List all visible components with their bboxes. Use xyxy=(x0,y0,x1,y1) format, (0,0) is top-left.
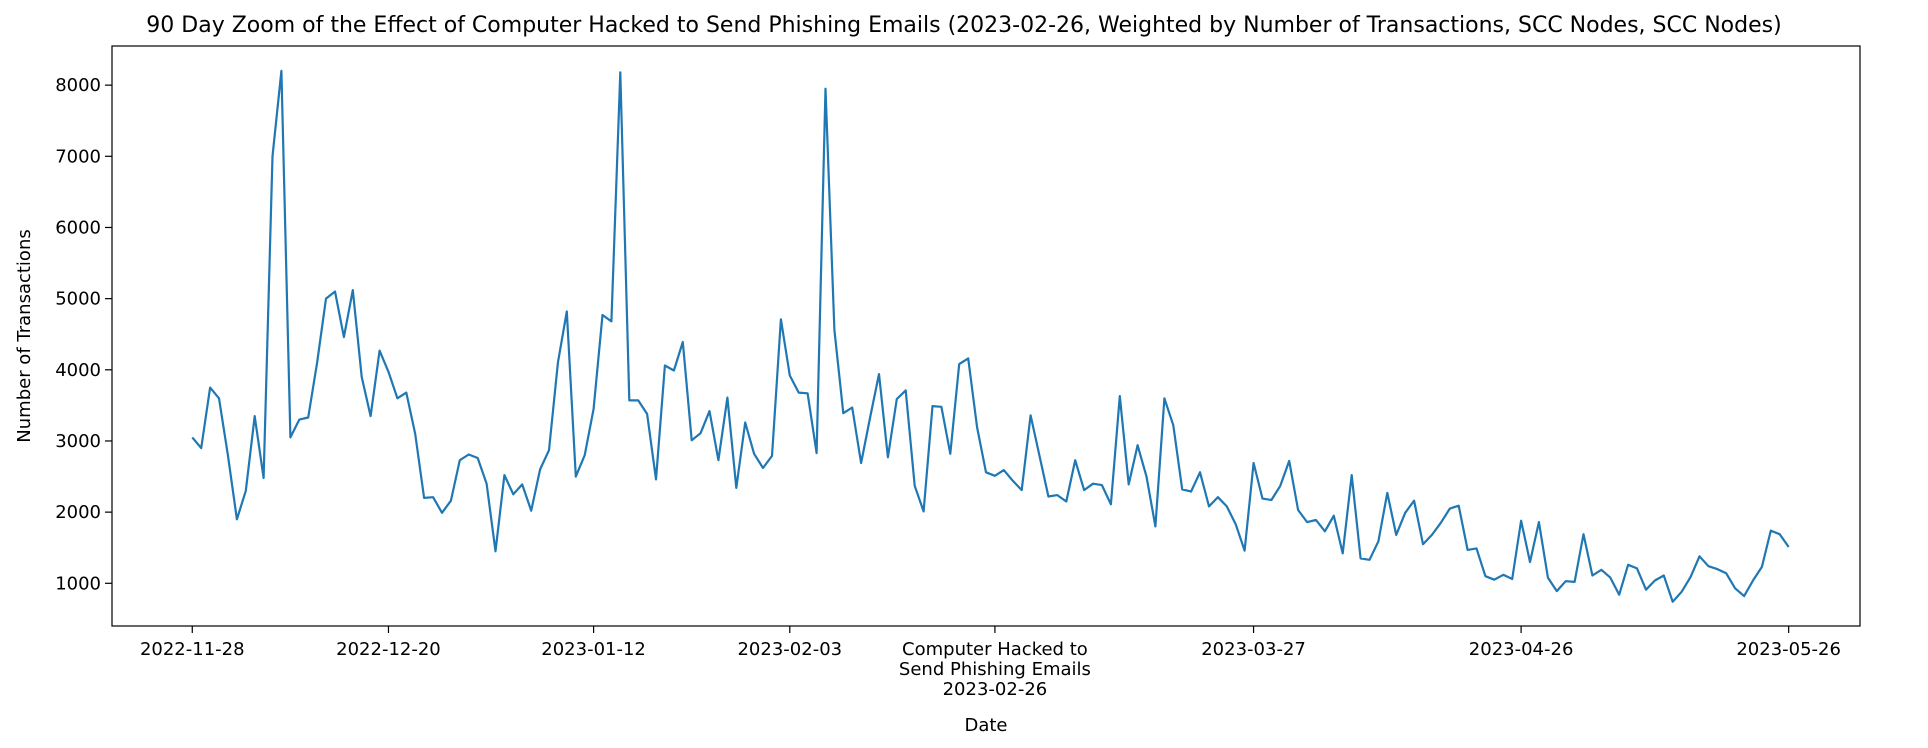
plot-area xyxy=(191,69,1790,603)
x-axis-label: Date xyxy=(964,715,1007,736)
y-tick-label: 3000 xyxy=(55,431,101,452)
series-line-0 xyxy=(191,69,1790,603)
y-tick-label: 1000 xyxy=(55,573,101,594)
y-tick-label: 4000 xyxy=(55,360,101,381)
y-tick-label: 8000 xyxy=(55,75,101,96)
x-tick-label: 2023-02-03 xyxy=(737,639,842,660)
event-tick-label: 2023-02-26 xyxy=(943,679,1048,700)
x-tick-label: 2023-05-26 xyxy=(1736,639,1841,660)
y-axis: 1000 2000 3000 4000 5000 6000 7000 8000 xyxy=(55,75,112,594)
x-tick-label: 2023-01-12 xyxy=(541,639,646,660)
x-tick-label: 2023-04-26 xyxy=(1469,639,1574,660)
plot-frame xyxy=(111,45,1861,627)
x-tick-label: 2022-12-20 xyxy=(336,639,441,660)
x-axis: 2022-11-28 2022-12-20 2023-01-12 2023-02-03… xyxy=(140,626,1841,700)
event-tick-label: Send Phishing Emails xyxy=(899,659,1091,680)
x-tick-label: 2022-11-28 xyxy=(140,639,245,660)
event-tick-label: Computer Hacked to xyxy=(902,639,1088,660)
chart-title: 90 Day Zoom of the Effect of Computer Ha… xyxy=(146,13,1781,38)
y-tick-label: 6000 xyxy=(55,217,101,238)
y-tick-label: 5000 xyxy=(55,289,101,310)
y-tick-label: 7000 xyxy=(55,146,101,167)
y-axis-label: Number of Transactions xyxy=(14,229,35,442)
x-tick-label: 2023-03-27 xyxy=(1201,639,1306,660)
y-tick-label: 2000 xyxy=(55,502,101,523)
